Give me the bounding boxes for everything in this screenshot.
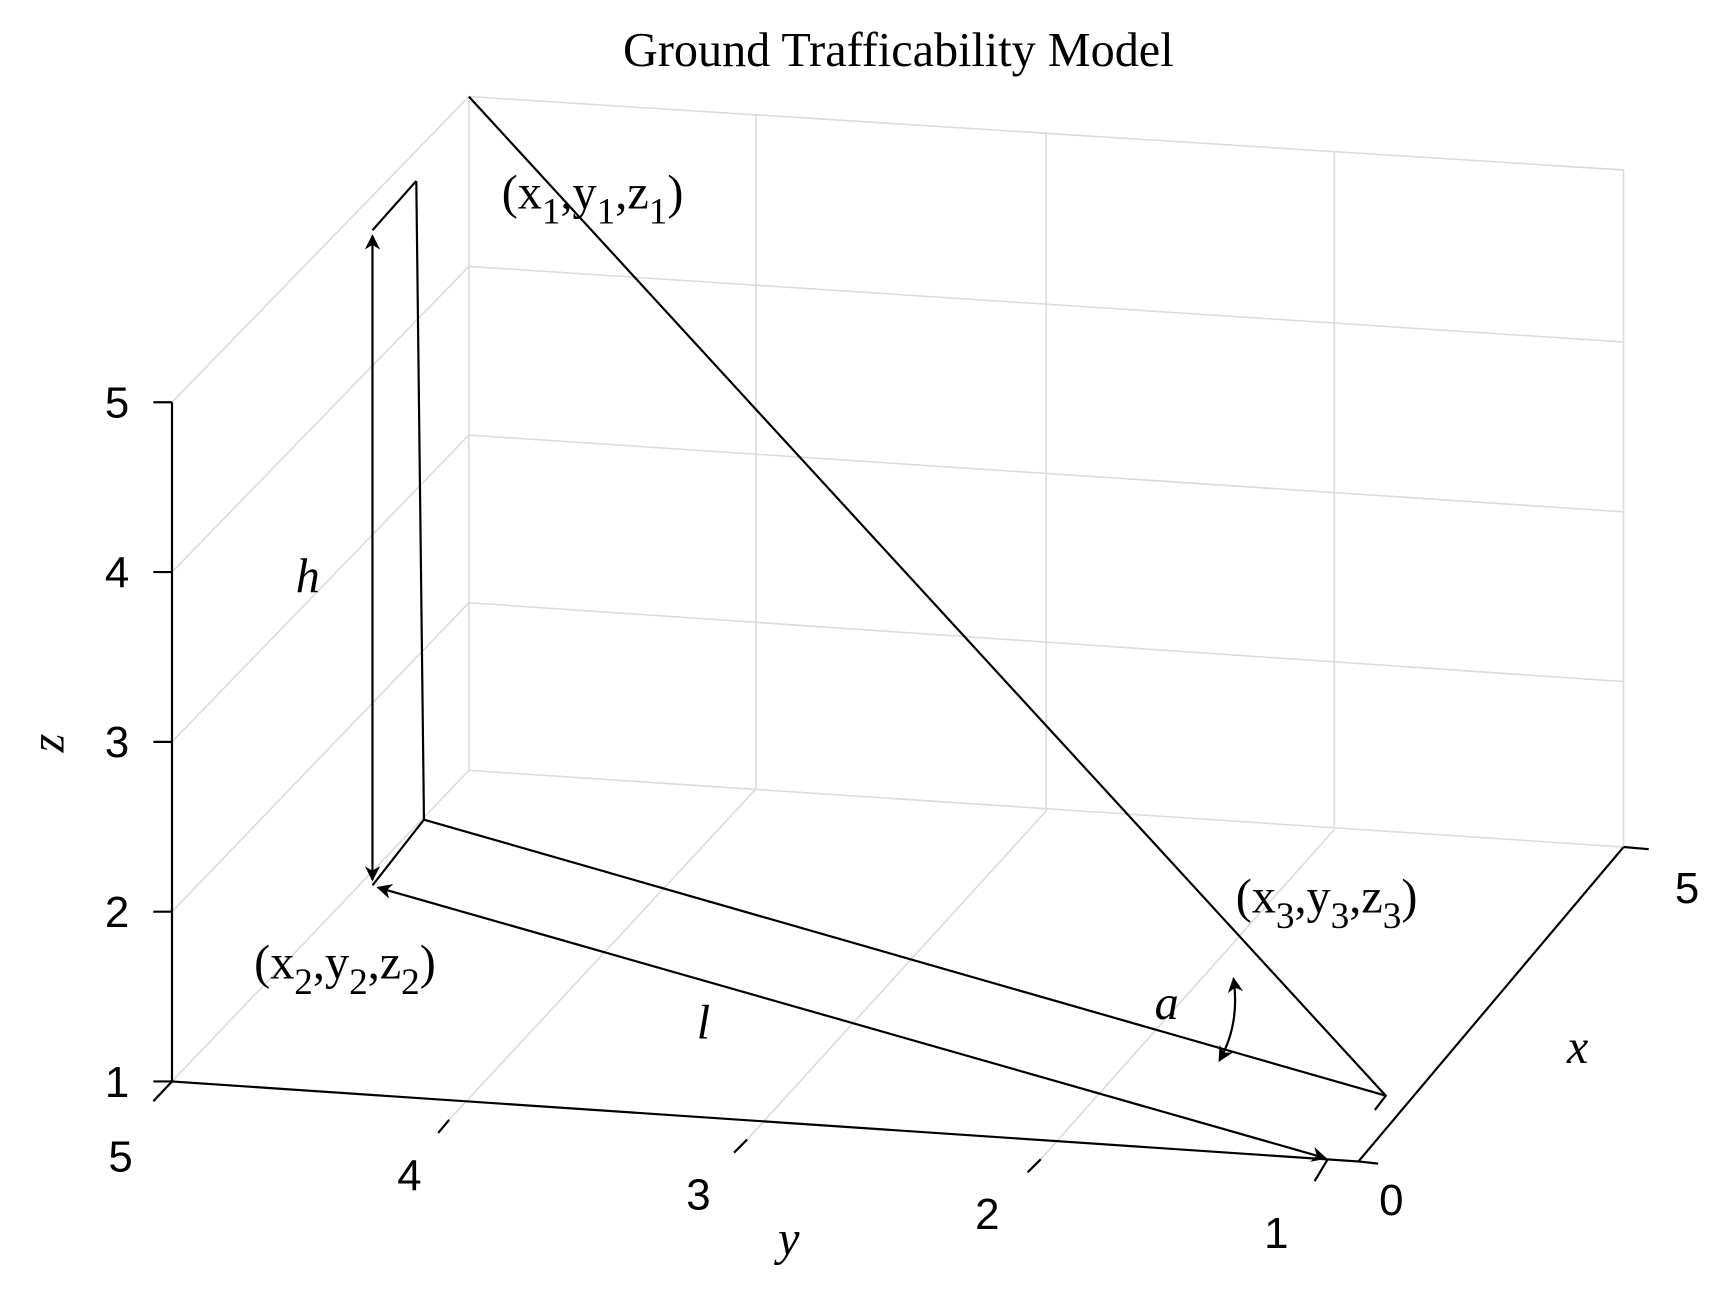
z-tick-label: 1	[105, 1058, 129, 1107]
y-tick-label: 2	[975, 1190, 999, 1239]
y-tick-label: 3	[686, 1171, 710, 1220]
annotation-text: (x	[254, 936, 294, 989]
annotation-subscript: 1	[542, 192, 561, 233]
annotation-subscript: 2	[349, 962, 368, 1003]
annotation-text: a	[1155, 977, 1179, 1030]
y-tick-label: 4	[397, 1151, 421, 1200]
grid	[171, 95, 1625, 1162]
z-tick-label: 3	[105, 718, 129, 767]
annotation-text: ,y	[561, 166, 597, 219]
z-tick-label: 5	[105, 379, 129, 428]
annotation-text: ,y	[313, 936, 349, 989]
z-tick-label: 4	[105, 548, 129, 597]
annotation-subscript: 3	[1276, 896, 1295, 937]
annotation-text: )	[1401, 871, 1417, 924]
annotation-text: ,y	[1295, 871, 1331, 924]
annotation-subscript: 1	[597, 192, 616, 233]
annotation: l	[697, 997, 710, 1050]
model	[364, 95, 1388, 1162]
annotation-subscript: 3	[1383, 896, 1402, 937]
annotation: (x3,y3,z3)	[1236, 871, 1418, 937]
annotation: h	[296, 550, 320, 603]
x-tick-label: 5	[1675, 864, 1699, 913]
x-tick-label: 0	[1379, 1176, 1403, 1225]
y-tick-label: 1	[1264, 1209, 1288, 1258]
axes	[152, 401, 1649, 1182]
z-axis-label: z	[22, 733, 75, 753]
annotation-text: )	[667, 166, 683, 219]
annotation-subscript: 2	[401, 962, 420, 1003]
x-axis-label: x	[1566, 1021, 1589, 1074]
annotation-subscript: 2	[294, 962, 313, 1003]
annotation-text: )	[420, 936, 436, 989]
z-tick-label: 2	[105, 888, 129, 937]
annotation-text: ,z	[615, 166, 648, 219]
annotation-subscript: 3	[1331, 896, 1350, 937]
annotation-text: (x	[1236, 871, 1276, 924]
annotation: a	[1155, 977, 1179, 1030]
y-tick-label: 5	[108, 1132, 132, 1181]
annotation-text: l	[697, 997, 710, 1050]
chart-title: Ground Trafficability Model	[623, 24, 1174, 77]
annotation: (x1,y1,z1)	[502, 166, 684, 232]
y-axis-label: y	[773, 1213, 800, 1266]
annotation-text: ,z	[1349, 871, 1382, 924]
annotation-subscript: 1	[649, 192, 668, 233]
annotation-text: h	[296, 550, 320, 603]
annotation-text: (x	[502, 166, 542, 219]
annotation-text: ,z	[368, 936, 401, 989]
annotation: (x2,y2,z2)	[254, 936, 436, 1002]
